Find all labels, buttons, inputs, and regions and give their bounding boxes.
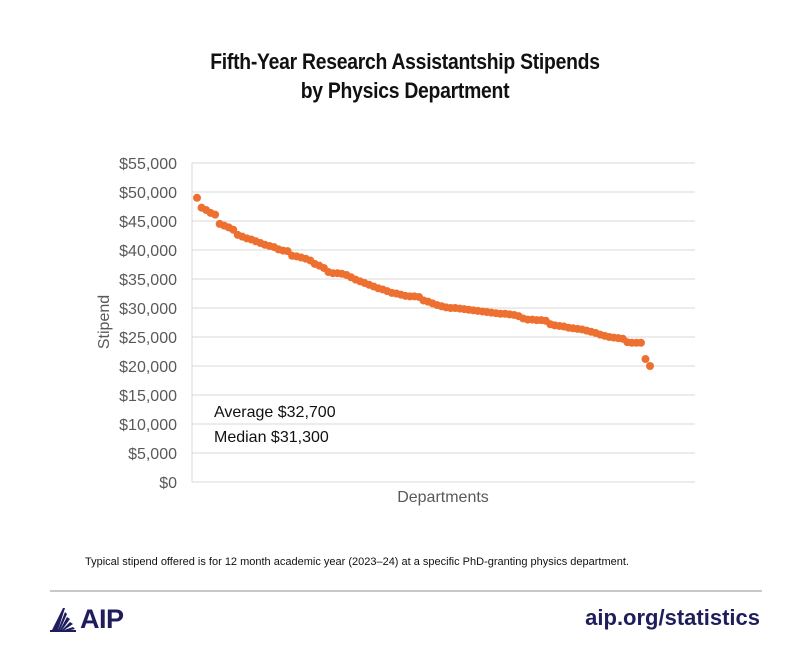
data-point bbox=[641, 355, 650, 364]
data-point bbox=[193, 193, 201, 202]
scatter-chart: $0 $5,000 $10,000 $15,000 $20,000 $25,000 $30,… bbox=[96, 156, 695, 506]
title-line-1: Fifth-Year Research Assistantship Stipen… bbox=[210, 49, 600, 74]
data-point bbox=[211, 210, 220, 219]
chart-title: Fifth-Year Research Assistantship Stipen… bbox=[49, 47, 762, 105]
data-point bbox=[636, 338, 645, 347]
x-axis-label: Departments bbox=[397, 489, 489, 506]
y-tick-label: $15,000 bbox=[119, 388, 177, 405]
title-line-2: by Physics Department bbox=[300, 78, 510, 103]
y-tick-label: $0 bbox=[159, 475, 177, 492]
aip-logo-icon bbox=[50, 607, 76, 632]
y-tick-label: $20,000 bbox=[119, 359, 177, 376]
aip-logo-text: AIP bbox=[80, 604, 124, 634]
y-tick-label: $50,000 bbox=[119, 185, 177, 202]
median-annotation: Median $31,300 bbox=[214, 429, 329, 446]
y-tick-label: $10,000 bbox=[119, 417, 177, 434]
y-tick-label: $5,000 bbox=[128, 446, 177, 463]
statistics-link[interactable]: aip.org/statistics bbox=[585, 605, 760, 630]
y-axis-label: Stipend bbox=[96, 295, 113, 349]
average-annotation: Average $32,700 bbox=[214, 404, 336, 421]
y-tick-label: $30,000 bbox=[119, 301, 177, 318]
y-tick-label: $35,000 bbox=[119, 272, 177, 289]
y-tick-label: $55,000 bbox=[119, 156, 177, 173]
y-tick-label: $45,000 bbox=[119, 214, 177, 231]
data-point bbox=[646, 362, 654, 370]
data-point bbox=[229, 225, 238, 234]
footnote: Typical stipend offered is for 12 month … bbox=[85, 556, 629, 568]
y-tick-label: $25,000 bbox=[119, 330, 177, 347]
divider bbox=[50, 590, 762, 592]
y-tick-label: $40,000 bbox=[119, 243, 177, 260]
aip-logo: AIP bbox=[50, 604, 124, 635]
